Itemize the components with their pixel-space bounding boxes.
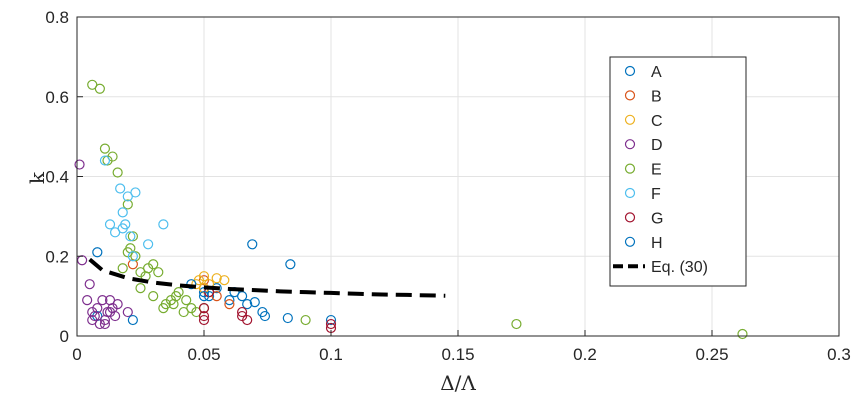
series-eq-30-line — [88, 257, 446, 298]
series-e-point — [300, 314, 311, 326]
series-c-point — [211, 273, 222, 284]
series-e-point — [148, 291, 159, 302]
series-a-point — [282, 312, 293, 324]
data-marks — [74, 79, 748, 340]
series-e-point — [122, 199, 133, 210]
series-e-point — [173, 287, 184, 298]
series-d-point — [84, 279, 95, 290]
legend-label-b: B — [651, 88, 662, 105]
series-e-point — [737, 328, 748, 340]
legend-marker-d — [624, 139, 636, 150]
series-d-point — [97, 295, 108, 306]
legend-label-a: A — [651, 64, 662, 81]
y-tick-label: 0.2 — [45, 247, 69, 266]
legend-marker-g — [624, 212, 636, 223]
series-e-point — [511, 318, 522, 330]
y-tick-label: 0.6 — [45, 88, 69, 107]
series-f-point — [125, 231, 136, 242]
legend-label-f: F — [651, 186, 661, 203]
series-e-point — [148, 259, 159, 270]
tick-labels: 0 0.05 0.1 0.15 0.2 0.25 0.3 0 0.2 0.4 0.6 0.8 — [45, 8, 850, 364]
series-g-point — [237, 306, 248, 318]
x-tick-label: 0.3 — [827, 345, 851, 364]
series-d-point — [76, 255, 88, 266]
y-tick-label: 0 — [60, 327, 69, 346]
series-f-point — [117, 223, 128, 234]
series-f-point — [104, 219, 116, 230]
series-g-point — [198, 314, 210, 326]
series-d-point — [92, 302, 103, 314]
series-e-point — [117, 263, 128, 274]
series-d-point — [74, 159, 85, 170]
y-tick-label: 0.8 — [45, 8, 69, 27]
series-g-point — [198, 302, 210, 314]
series-h-point — [127, 314, 138, 326]
legend-marker-f — [624, 187, 636, 199]
series-e-point — [99, 143, 111, 154]
series-c-point — [198, 271, 210, 282]
series-e-point — [127, 231, 138, 242]
x-tick-label: 0.25 — [695, 345, 728, 364]
legend-marker-a — [624, 65, 636, 77]
legend-label-c: C — [651, 113, 663, 130]
series-h-point — [259, 310, 271, 322]
series-a-point — [325, 314, 337, 326]
legend-label-eq-30: Eq. (30) — [651, 259, 708, 276]
series-f-point — [99, 155, 111, 166]
legend-label-e: E — [651, 162, 662, 179]
series-a-point — [224, 295, 235, 306]
y-tick-label: 0.4 — [45, 168, 69, 187]
series-e-point — [112, 167, 123, 178]
x-tick-label: 0.15 — [441, 345, 474, 364]
series-f-point — [117, 207, 128, 218]
legend-marker-b — [624, 90, 636, 101]
series-h-point — [92, 247, 103, 258]
x-tick-label: 0.1 — [319, 345, 343, 364]
series-d-point — [104, 306, 116, 318]
series-e-point — [153, 267, 164, 278]
series-d-point — [82, 295, 93, 306]
legend-marker-h — [624, 236, 636, 247]
series-e-point — [168, 299, 179, 310]
series-g-point — [242, 314, 253, 326]
legend-label-g: G — [651, 210, 663, 227]
series-f-point — [143, 239, 154, 250]
x-tick-label: 0 — [72, 345, 81, 364]
series-g-point — [198, 310, 210, 322]
series-h-point — [285, 259, 296, 270]
series-a-point — [203, 291, 215, 302]
series-f-point — [127, 251, 138, 262]
legend-marker-c — [624, 114, 636, 125]
series-d-point — [122, 306, 133, 318]
series-e-point — [181, 295, 192, 306]
series-h-point — [198, 291, 210, 302]
series-e-point — [135, 283, 146, 294]
series-d-point — [87, 314, 98, 326]
x-axis-label: Δ/Λ — [440, 371, 476, 395]
y-axis-label: k — [25, 171, 49, 184]
legend-label-h: H — [651, 235, 663, 252]
series-g-point — [325, 318, 337, 330]
x-tick-label: 0.2 — [573, 345, 597, 364]
series-d-point — [99, 318, 111, 330]
series-d-point — [112, 299, 123, 310]
series-a-point — [249, 297, 260, 308]
legend-label-d: D — [651, 137, 663, 154]
series-c-point — [191, 279, 202, 290]
series-f-point — [158, 219, 169, 230]
series-f-point — [115, 183, 126, 194]
series-h-point — [247, 239, 258, 250]
legend-marker-e — [624, 163, 636, 174]
series-b-point — [224, 299, 235, 310]
legend-box — [609, 56, 747, 287]
series-f-point — [130, 187, 141, 198]
series-e-point — [94, 83, 105, 94]
x-tick-label: 0.05 — [187, 345, 220, 364]
series-a-point — [242, 299, 253, 310]
series-c-point — [219, 275, 230, 286]
